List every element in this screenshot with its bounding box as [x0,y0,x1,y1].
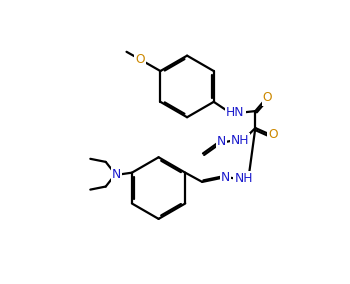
Text: N: N [217,135,226,148]
Text: O: O [268,128,278,141]
Text: NH: NH [231,134,249,147]
Text: N: N [220,171,230,184]
Text: N: N [112,168,121,181]
Text: O: O [263,91,272,105]
Text: HN: HN [226,106,245,119]
Text: O: O [135,53,145,66]
Text: NH: NH [234,172,253,185]
